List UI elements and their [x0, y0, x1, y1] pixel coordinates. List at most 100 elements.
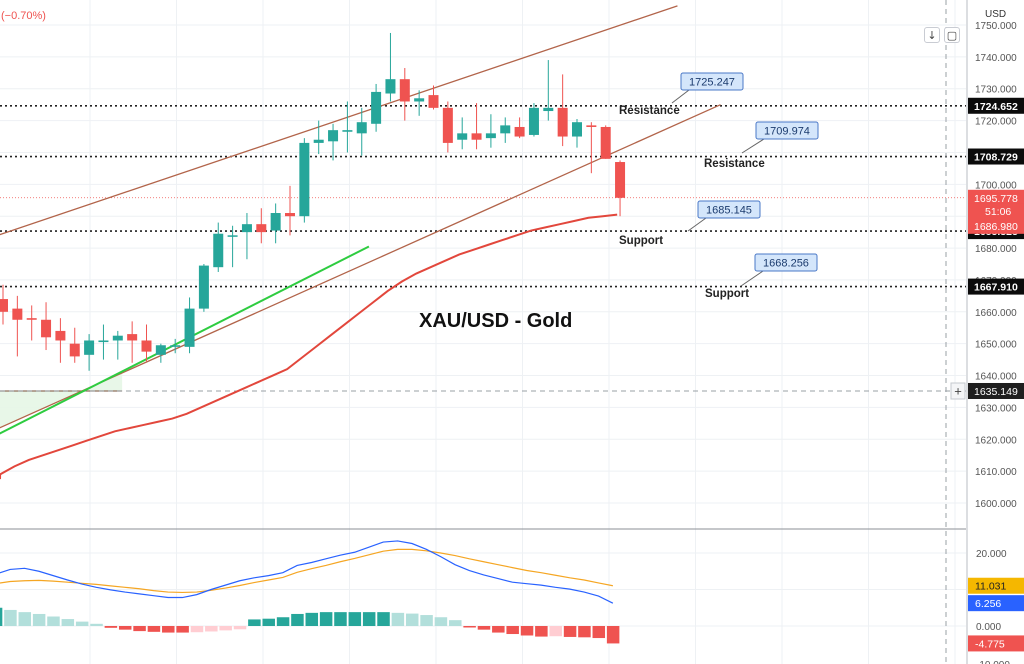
macd-pane — [0, 540, 620, 644]
candle-31 — [442, 101, 453, 153]
callout-value-0: 1725.247 — [689, 77, 735, 89]
callout-label-1: Resistance — [704, 158, 765, 170]
histogram-bar-2 — [18, 612, 32, 626]
indicator-value-tag-2 — [968, 635, 1024, 652]
fullscreen-icon[interactable]: ▢ — [944, 27, 960, 43]
y-tick-label-1: 1610.000 — [975, 467, 1017, 478]
candle-body-7 — [98, 340, 109, 343]
y-tick-label-13: 1730.000 — [975, 85, 1017, 96]
candle-39 — [557, 74, 568, 147]
histogram-bar-43 — [606, 626, 620, 644]
candle-26 — [371, 83, 382, 132]
candle-body-2 — [26, 318, 37, 320]
price-tag-box-2 — [968, 382, 1024, 399]
candle-23 — [328, 123, 339, 161]
candle-body-6 — [84, 340, 95, 355]
histogram-bar-13 — [176, 626, 189, 633]
candle-25 — [356, 107, 367, 156]
level-tag-label-1: 1708.729 — [974, 152, 1018, 164]
histogram-bar-26 — [362, 612, 376, 626]
histogram-bar-6 — [75, 621, 89, 626]
price-tag-label-0: 1695.778 — [974, 193, 1018, 205]
callout-pointer-1 — [741, 138, 765, 154]
candle-body-18 — [256, 224, 267, 233]
price-axis: USD 1600.000 1610.000 1620.000 1630.000 1640.… — [966, 0, 1024, 664]
candle-body-26 — [371, 91, 382, 124]
signal-line — [0, 548, 613, 594]
level-tag-0 — [968, 97, 1024, 114]
candle-body-16 — [227, 235, 238, 237]
candle-22 — [313, 120, 324, 155]
change-label: (−0.70%) — [1, 10, 46, 22]
callout-pointer-0 — [671, 89, 690, 104]
candle-5 — [69, 327, 80, 363]
candle-body-27 — [385, 79, 396, 94]
histogram-bar-7 — [90, 623, 103, 626]
candle-body-17 — [241, 224, 252, 233]
crosshair-plus-icon[interactable]: + — [950, 382, 966, 400]
candle-body-43 — [615, 162, 626, 198]
candle-17 — [241, 213, 252, 260]
candle-13 — [184, 297, 195, 354]
y-tick-label-12: 1720.000 — [975, 117, 1017, 128]
histogram-bar-38 — [535, 626, 548, 637]
candle-24 — [342, 101, 353, 153]
candles — [0, 32, 626, 371]
histogram-bar-20 — [276, 617, 290, 626]
callout-0: 1725.247 Resistance — [619, 72, 744, 117]
y-tick-label-5: 1650.000 — [975, 340, 1017, 351]
y-tick-label-15: 1750.000 — [975, 21, 1017, 32]
candle-body-36 — [514, 126, 525, 137]
candle-9 — [127, 321, 138, 363]
scroll-to-latest-icon[interactable]: ↓ — [924, 27, 940, 43]
candle-10 — [141, 324, 152, 362]
histogram-bar-0 — [0, 607, 3, 626]
price-tag-label-1: 1686.980 — [974, 221, 1018, 233]
indicator-bottom-tick-label: -10.000 — [976, 660, 1010, 664]
histogram-bar-8 — [104, 626, 118, 628]
y-tick-label-3: 1630.000 — [975, 403, 1017, 414]
y-tick-label-14: 1740.000 — [975, 53, 1017, 64]
candle-body-9 — [127, 334, 138, 341]
candle-3 — [41, 302, 52, 351]
level-tag-label-3: 1667.910 — [974, 282, 1018, 294]
candle-0 — [0, 284, 8, 325]
callout-pointer-2 — [687, 217, 707, 232]
histogram-bar-30 — [420, 615, 433, 626]
candle-body-28 — [399, 79, 410, 102]
histogram-bar-25 — [348, 612, 362, 626]
callout-value-3: 1668.256 — [763, 258, 809, 270]
callout-pointer-3 — [740, 270, 764, 287]
y-tick-label-10: 1700.000 — [975, 180, 1017, 191]
histogram-bar-31 — [434, 617, 448, 626]
candle-body-25 — [356, 122, 367, 134]
candle-21 — [299, 138, 310, 223]
histogram-bar-15 — [205, 626, 218, 632]
candle-28 — [399, 68, 410, 121]
y-tick-label-8: 1680.000 — [975, 244, 1017, 255]
candle-37 — [528, 103, 539, 137]
candle-body-40 — [572, 122, 582, 137]
histogram-bar-3 — [32, 613, 46, 626]
histogram-bar-27 — [377, 612, 390, 626]
callout-box-2 — [697, 200, 761, 219]
histogram-bar-37 — [520, 626, 534, 636]
candle-40 — [572, 119, 582, 148]
level-tag-3 — [968, 278, 1024, 295]
candle-11 — [155, 343, 166, 363]
candle-16 — [227, 225, 238, 268]
candle-body-21 — [299, 142, 310, 217]
callout-label-3: Support — [705, 288, 749, 300]
histogram-bar-35 — [492, 626, 505, 633]
candle-body-11 — [155, 345, 166, 355]
plus-box — [950, 382, 966, 400]
candle-30 — [428, 85, 439, 110]
candle-41 — [586, 122, 597, 174]
candle-body-37 — [528, 107, 539, 135]
candle-body-13 — [184, 308, 195, 347]
candle-body-20 — [285, 213, 295, 217]
candle-body-12 — [170, 345, 181, 347]
